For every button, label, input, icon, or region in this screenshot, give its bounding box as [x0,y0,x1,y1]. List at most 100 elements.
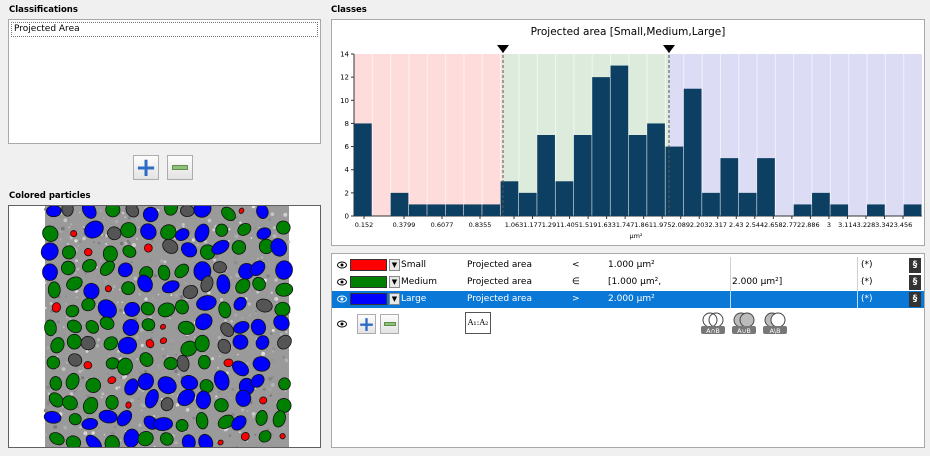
particle [270,238,288,257]
difference-icon[interactable]: A\B [762,311,788,335]
eye-icon[interactable] [337,261,347,269]
eye-icon[interactable] [337,278,347,286]
eye-icon[interactable] [337,295,347,303]
class-color-swatch[interactable] [350,259,387,271]
y-tick-label: 4 [345,166,350,174]
texture-speckle [245,362,249,366]
texture-speckle [44,306,47,309]
class-color-swatch[interactable] [350,276,387,288]
class-value-min[interactable]: 2.000 µm² [608,294,655,304]
texture-speckle [69,372,72,374]
particle [65,435,82,447]
class-name[interactable]: Medium [401,277,437,287]
texture-speckle [44,281,47,284]
y-tick-label: 2 [345,189,349,197]
particle [137,372,154,391]
union-icon[interactable]: A∪B [731,311,757,335]
class-row-small[interactable]: ▼ Small Projected area <1.000 µm² (*) § [332,257,924,274]
texture-speckle [104,279,108,284]
class-property[interactable]: Projected area [467,277,532,287]
threshold-handle-icon[interactable] [663,45,675,53]
remove-classification-button[interactable] [167,155,193,180]
color-dropdown-icon[interactable]: ▼ [389,293,400,305]
texture-speckle [274,439,277,442]
class-operator[interactable]: > [572,294,580,304]
color-dropdown-icon[interactable]: ▼ [389,259,400,271]
particle [66,319,82,334]
texture-speckle [63,218,68,223]
particle [68,353,83,367]
particle [145,339,155,349]
particle [216,274,231,294]
classifications-list[interactable]: Projected Area [8,19,321,144]
particle [160,224,177,240]
texture-speckle [258,226,260,228]
plus-icon: + [135,152,157,183]
texture-speckle [121,211,125,215]
intersection-icon[interactable]: A∩B [700,311,726,335]
texture-speckle [282,356,285,359]
class-property[interactable]: Projected area [467,260,532,270]
particle [107,226,122,241]
texture-speckle [110,431,115,436]
particle [198,433,214,447]
threshold-handle-icon[interactable] [497,45,509,53]
x-tick-label: 2.544 [746,221,765,229]
x-tick-label: 2.886 [801,221,820,229]
particle [174,228,190,242]
texture-speckle [179,222,183,226]
ratio-button[interactable]: A₁:A₂ [465,312,491,334]
texture-speckle [75,296,78,299]
texture-speckle [67,218,71,222]
particle [182,284,199,300]
color-dropdown-icon[interactable]: ▼ [389,276,400,288]
particle [176,354,190,372]
texture-speckle [196,408,199,411]
texture-speckle [82,226,85,228]
texture-speckle [255,312,257,314]
particle [137,274,153,293]
class-row-large[interactable]: ▼ Large Projected area >2.000 µm² (*) § [332,291,924,308]
histogram-bar [830,204,849,216]
particle [40,242,59,261]
texture-speckle [177,208,181,212]
class-value-min[interactable]: [1.000 µm², [608,277,662,287]
texture-speckle [73,367,77,371]
classification-item[interactable]: Projected Area [11,22,318,37]
link-icon[interactable]: § [909,275,921,290]
texture-speckle [269,394,273,397]
link-icon[interactable]: § [909,258,921,273]
particle [175,299,189,315]
texture-speckle [257,257,260,260]
class-value-max[interactable]: 2.000 µm²] [732,277,783,287]
x-tick-label: 2.317 [708,221,727,229]
eye-icon[interactable] [337,320,347,328]
add-class-button[interactable]: + [357,314,376,334]
particle [117,262,133,278]
remove-class-button[interactable] [380,314,399,334]
texture-speckle [63,425,68,430]
texture-speckle [166,355,169,357]
texture-speckle [60,215,63,219]
class-row-medium[interactable]: ▼ Medium Projected area ∈ [1.000 µm², 2.000 µ… [332,274,924,291]
texture-speckle [185,408,190,412]
texture-speckle [272,234,277,238]
class-operator[interactable]: < [572,260,580,270]
texture-speckle [85,394,88,397]
class-name[interactable]: Large [401,294,427,304]
particle [99,260,115,276]
union-label: A∪B [737,327,751,335]
y-tick-label: 0 [345,213,349,221]
class-color-swatch[interactable] [350,293,387,305]
add-classification-button[interactable]: + [133,152,159,183]
texture-speckle [254,226,257,229]
class-property[interactable]: Projected area [467,294,532,304]
class-operator[interactable]: ∈ [572,277,580,287]
class-name[interactable]: Small [401,260,426,270]
class-value-min[interactable]: 1.000 µm² [608,260,655,270]
texture-speckle [138,292,142,296]
particle [62,395,78,411]
texture-speckle [207,291,211,295]
texture-speckle [44,433,47,436]
link-icon[interactable]: § [909,292,921,307]
